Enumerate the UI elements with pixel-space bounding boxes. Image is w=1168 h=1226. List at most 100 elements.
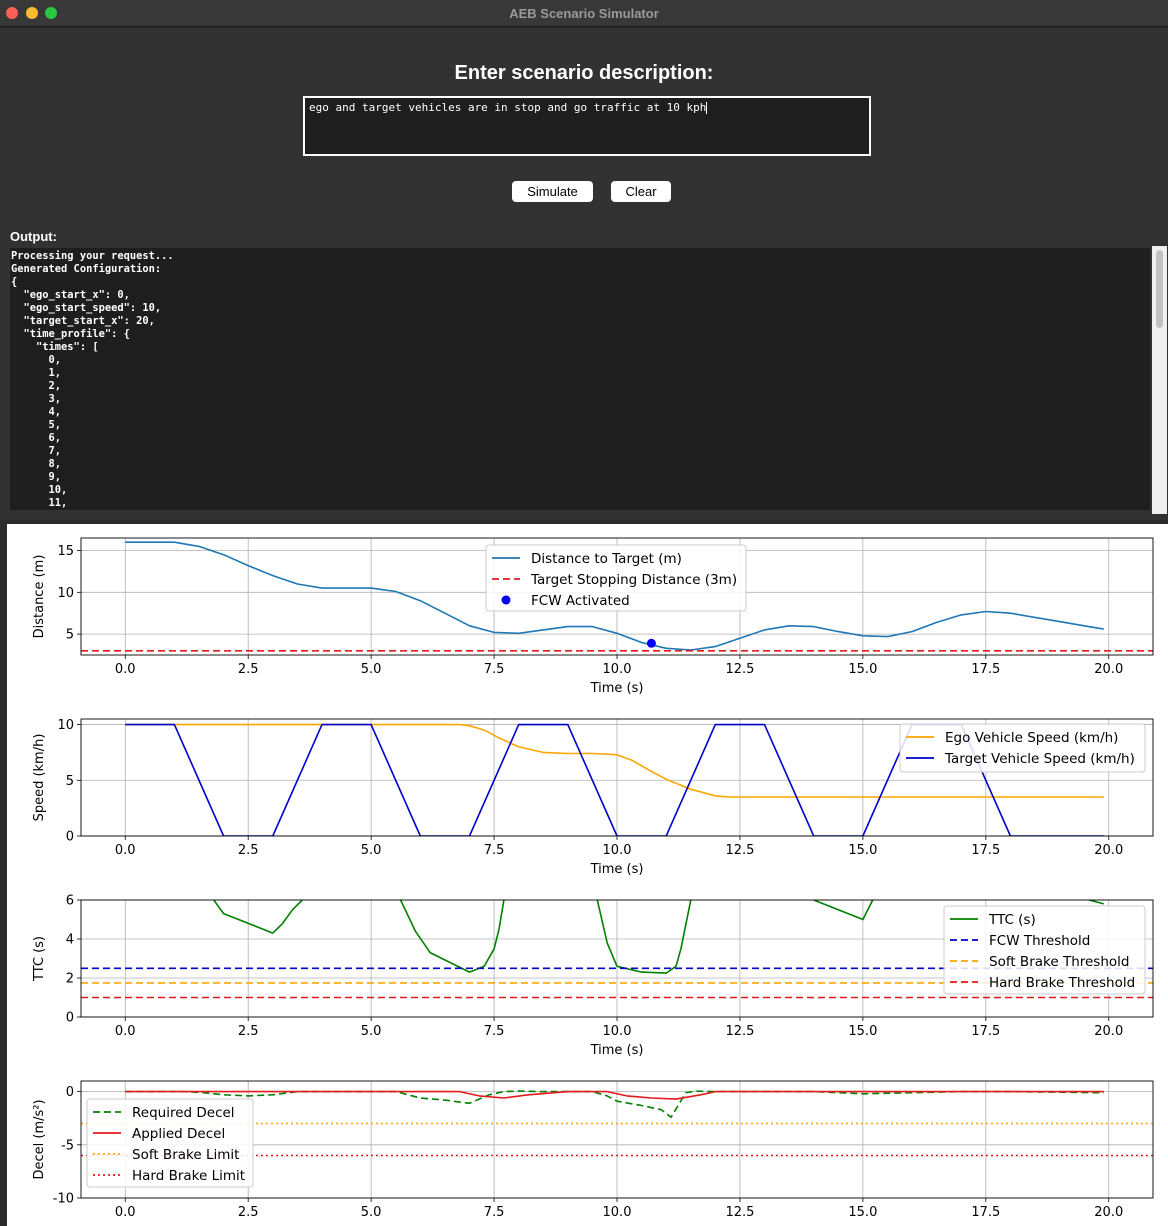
legend-marker: [502, 596, 511, 605]
y-tick-label: 5: [66, 774, 74, 789]
y-tick-label: 5: [66, 628, 74, 643]
x-tick-label: 0.0: [115, 1205, 136, 1220]
series-line: [814, 900, 873, 920]
x-tick-label: 12.5: [725, 1205, 754, 1220]
x-tick-label: 10.0: [603, 843, 632, 858]
y-axis-label: Distance (m): [32, 555, 47, 639]
chart-3: 0.0 2.5 5.0 7.5 10.0 12.5 15.0 17.5 20.0 0 2 4 6 Time…: [32, 894, 1153, 1059]
x-tick-label: 12.5: [725, 662, 754, 677]
x-tick-label: 20.0: [1094, 843, 1123, 858]
x-tick-label: 15.0: [848, 662, 877, 677]
x-tick-label: 12.5: [725, 843, 754, 858]
chart-4: 0.0 2.5 5.0 7.5 10.0 12.5 15.0 17.5 20.0 -10 -5 0 De…: [32, 1081, 1153, 1220]
legend-label: Applied Decel: [132, 1126, 225, 1142]
output-line: "target_start_x": 20,: [11, 315, 1149, 328]
output-text-area[interactable]: Processing your request... Generated Conf…: [10, 248, 1150, 510]
x-tick-label: 17.5: [971, 662, 1000, 677]
prompt-label: Enter scenario description:: [0, 62, 1168, 85]
window-title: AEB Scenario Simulator: [0, 6, 1168, 21]
y-tick-label: 10: [57, 718, 74, 733]
x-tick-label: 10.0: [603, 662, 632, 677]
x-tick-label: 20.0: [1094, 1024, 1123, 1039]
x-tick-label: 0.0: [115, 1024, 136, 1039]
output-line: 7,: [11, 445, 1149, 458]
window-titlebar: AEB Scenario Simulator: [0, 0, 1168, 27]
y-tick-label: 0: [66, 830, 74, 845]
legend-label: Hard Brake Threshold: [989, 975, 1135, 991]
simulate-button[interactable]: Simulate: [512, 181, 593, 202]
output-line: 5,: [11, 419, 1149, 432]
output-line: "ego_start_x": 0,: [11, 289, 1149, 302]
y-tick-label: -10: [53, 1192, 74, 1207]
x-tick-label: 2.5: [238, 662, 259, 677]
y-tick-label: 6: [66, 894, 74, 909]
y-tick-label: 15: [57, 544, 74, 559]
chart-2: 0.0 2.5 5.0 7.5 10.0 12.5 15.0 17.5 20.0 0 5 10 Time…: [32, 718, 1153, 877]
chart-legend: TTC (s) FCW Threshold Soft Brake Threshold…: [944, 906, 1145, 994]
chart-legend: Ego Vehicle Speed (km/h)Target Vehicle S…: [900, 724, 1145, 772]
y-tick-label: 2: [66, 972, 74, 987]
output-line: 11,: [11, 497, 1149, 510]
scenario-description-input[interactable]: ego and target vehicles are in stop and …: [303, 96, 871, 156]
y-axis-label: TTC (s): [32, 936, 47, 982]
legend-label: FCW Activated: [531, 593, 630, 609]
x-axis-label: Time (s): [590, 862, 644, 877]
output-line: 4,: [11, 406, 1149, 419]
output-line: 0,: [11, 354, 1149, 367]
x-tick-label: 17.5: [971, 843, 1000, 858]
output-line: 6,: [11, 432, 1149, 445]
legend-label: Ego Vehicle Speed (km/h): [945, 730, 1118, 746]
legend-label: Distance to Target (m): [531, 551, 682, 567]
chart-legend: Distance to Target (m) Target Stopping Di…: [486, 545, 746, 611]
legend-label: Soft Brake Threshold: [989, 954, 1129, 970]
x-tick-label: 15.0: [848, 1024, 877, 1039]
series-line: [1089, 900, 1104, 904]
chart-1: 0.0 2.5 5.0 7.5 10.0 12.5 15.0 17.5 20.0 5 10 15 Tim…: [32, 538, 1153, 696]
x-tick-label: 17.5: [971, 1024, 1000, 1039]
y-tick-label: 0: [66, 1011, 74, 1026]
text-caret: [706, 102, 707, 114]
x-tick-label: 7.5: [484, 1205, 505, 1220]
clear-button[interactable]: Clear: [611, 181, 671, 202]
output-line: "time_profile": {: [11, 328, 1149, 341]
input-panel: Enter scenario description: ego and targ…: [0, 28, 1168, 520]
output-line: Processing your request...: [11, 250, 1149, 263]
x-tick-label: 5.0: [361, 1024, 382, 1039]
x-tick-label: 20.0: [1094, 662, 1123, 677]
output-label: Output:: [10, 229, 57, 244]
output-scrollbar-thumb[interactable]: [1156, 250, 1163, 328]
x-tick-label: 7.5: [484, 843, 505, 858]
chart-legend: Required Decel Applied Decel Soft Brake Li…: [87, 1099, 253, 1187]
x-axis-label: Time (s): [590, 1043, 644, 1058]
output-line: Generated Configuration:: [11, 263, 1149, 276]
legend-label: TTC (s): [988, 912, 1036, 928]
x-tick-label: 5.0: [361, 843, 382, 858]
series-line: [214, 900, 302, 933]
x-tick-label: 5.0: [361, 1205, 382, 1220]
output-line: 1,: [11, 367, 1149, 380]
x-tick-label: 15.0: [848, 1205, 877, 1220]
x-tick-label: 0.0: [115, 843, 136, 858]
y-tick-label: 0: [66, 1085, 74, 1100]
x-tick-label: 12.5: [725, 1024, 754, 1039]
legend-label: FCW Threshold: [989, 933, 1090, 949]
x-tick-label: 20.0: [1094, 1205, 1123, 1220]
y-tick-label: -5: [61, 1138, 74, 1153]
x-tick-label: 5.0: [361, 662, 382, 677]
x-tick-label: 2.5: [238, 1024, 259, 1039]
legend-label: Target Stopping Distance (3m): [530, 572, 737, 588]
y-tick-label: 4: [66, 933, 74, 948]
legend-label: Hard Brake Limit: [132, 1168, 245, 1184]
output-scrollbar[interactable]: [1152, 246, 1167, 514]
output-line: 8,: [11, 458, 1149, 471]
y-axis-label: Speed (km/h): [32, 734, 47, 822]
x-tick-label: 10.0: [603, 1205, 632, 1220]
output-line: "ego_start_speed": 10,: [11, 302, 1149, 315]
output-line: {: [11, 276, 1149, 289]
scenario-description-value: ego and target vehicles are in stop and …: [309, 101, 706, 114]
x-tick-label: 2.5: [238, 1205, 259, 1220]
x-tick-label: 0.0: [115, 662, 136, 677]
x-tick-label: 10.0: [603, 1024, 632, 1039]
series-line: [401, 900, 504, 972]
series-line: [125, 1091, 1104, 1117]
